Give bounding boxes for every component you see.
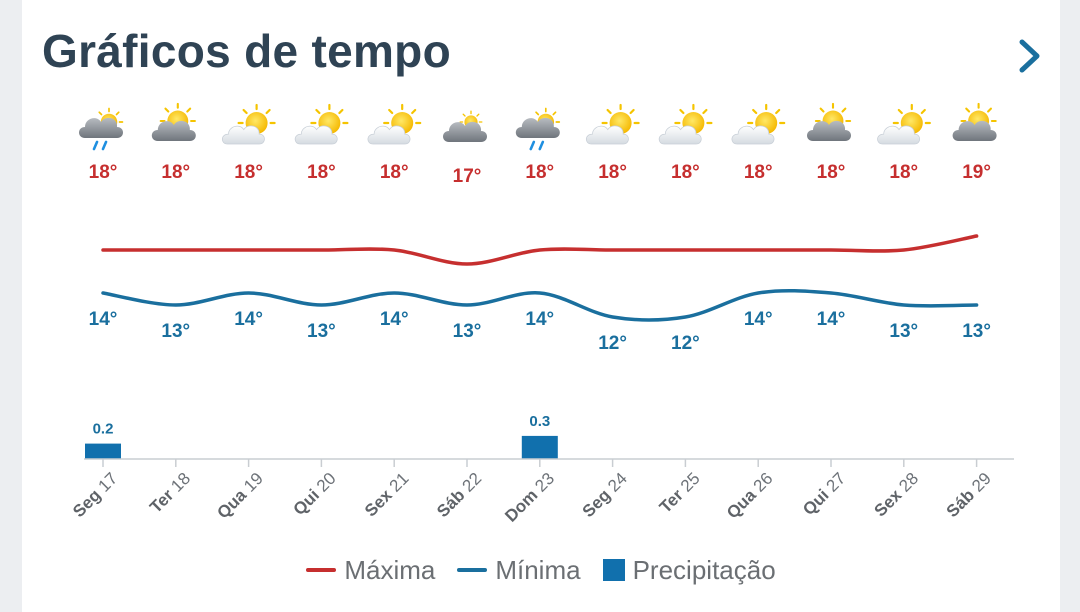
legend-max-swatch bbox=[306, 568, 337, 572]
legend-min[interactable]: Mínima bbox=[457, 554, 581, 586]
min-temp-label: 13° bbox=[161, 321, 190, 342]
max-temp-label: 17° bbox=[453, 166, 482, 187]
partly-cloudy-icon bbox=[221, 103, 276, 145]
precip-bar bbox=[85, 443, 121, 459]
sun-behind-cloud-icon bbox=[952, 102, 997, 141]
max-temp-label: 19° bbox=[962, 162, 991, 183]
precip-bar bbox=[521, 435, 558, 459]
cloud-icon bbox=[443, 110, 487, 142]
legend-precip[interactable]: Precipitação bbox=[602, 554, 776, 586]
max-temp-label: 18° bbox=[161, 162, 190, 183]
min-temp-label: 12° bbox=[671, 333, 700, 354]
precip-label: 0.2 bbox=[93, 421, 114, 438]
partly-cloudy-icon bbox=[731, 103, 786, 145]
min-temp-label: 14° bbox=[817, 309, 846, 330]
max-temp-line bbox=[101, 234, 979, 266]
max-temp-label: 18° bbox=[307, 162, 336, 183]
legend-precip-swatch bbox=[602, 559, 625, 581]
x-tick-label: Qui 20 bbox=[290, 469, 340, 519]
partly-cloudy-icon bbox=[585, 103, 640, 145]
min-temp-label: 14° bbox=[89, 309, 118, 330]
x-tick-label: Ter 18 bbox=[146, 469, 194, 517]
weather-charts-card: Gráficos de tempo bbox=[22, 0, 1060, 612]
min-temp-label: 14° bbox=[525, 309, 554, 330]
min-temp-line bbox=[101, 288, 979, 322]
max-temp-label: 18° bbox=[744, 162, 773, 183]
max-temp-label: 18° bbox=[525, 162, 554, 183]
min-temp-label: 14° bbox=[744, 309, 773, 330]
chart-legend: Máxima Mínima Precipitação bbox=[22, 552, 1060, 588]
max-temp-label: 18° bbox=[89, 162, 118, 183]
legend-min-label: Mínima bbox=[495, 554, 581, 585]
rain-cloud-icon bbox=[515, 107, 561, 151]
max-temp-label: 18° bbox=[380, 162, 409, 183]
x-tick-label: Sex 21 bbox=[361, 469, 413, 521]
x-tick-label: Qua 19 bbox=[213, 469, 267, 523]
legend-min-swatch bbox=[457, 568, 488, 572]
max-temp-label: 18° bbox=[671, 162, 700, 183]
partly-cloudy-icon bbox=[658, 103, 713, 145]
page-title: Gráficos de tempo bbox=[42, 25, 451, 77]
x-tick-label: Seg 17 bbox=[69, 469, 121, 521]
max-temp-label: 18° bbox=[234, 162, 263, 183]
max-temp-label: 18° bbox=[889, 162, 918, 183]
min-temp-label: 13° bbox=[962, 321, 991, 342]
legend-max[interactable]: Máxima bbox=[306, 555, 435, 586]
x-tick-label: Qui 27 bbox=[799, 469, 849, 519]
x-tick-label: Ter 25 bbox=[656, 469, 704, 517]
min-temp-label: 12° bbox=[598, 333, 627, 354]
partly-cloudy-icon bbox=[367, 103, 422, 145]
x-tick-label: Sáb 29 bbox=[943, 469, 995, 521]
chevron-right-icon[interactable] bbox=[1012, 36, 1048, 76]
partly-cloudy-icon bbox=[294, 103, 349, 145]
min-temp-label: 14° bbox=[234, 309, 263, 330]
x-tick-label: Sáb 22 bbox=[433, 469, 485, 521]
min-temp-label: 13° bbox=[307, 321, 336, 342]
partly-cloudy-icon bbox=[877, 103, 931, 145]
sun-behind-cloud-icon bbox=[807, 102, 852, 141]
rain-cloud-icon bbox=[79, 107, 124, 151]
x-tick-label: Qua 26 bbox=[723, 469, 777, 523]
legend-precip-label: Precipitação bbox=[632, 554, 776, 585]
x-tick-label: Sex 28 bbox=[871, 469, 923, 521]
weather-chart: 18° 18° 18° 18° 18° 17° 18° 18° 18° 18° 18° 18° 19° … bbox=[69, 102, 1014, 526]
min-temp-label: 13° bbox=[889, 321, 918, 342]
x-tick-label: Dom 23 bbox=[501, 469, 558, 526]
x-tick-label: Seg 24 bbox=[579, 469, 631, 521]
min-temp-label: 13° bbox=[453, 321, 482, 342]
legend-max-label: Máxima bbox=[344, 554, 436, 585]
sun-behind-cloud-icon bbox=[151, 102, 196, 141]
precip-label: 0.3 bbox=[529, 413, 550, 430]
max-temp-label: 18° bbox=[817, 162, 846, 183]
max-temp-label: 18° bbox=[598, 162, 627, 183]
min-temp-label: 14° bbox=[380, 309, 409, 330]
